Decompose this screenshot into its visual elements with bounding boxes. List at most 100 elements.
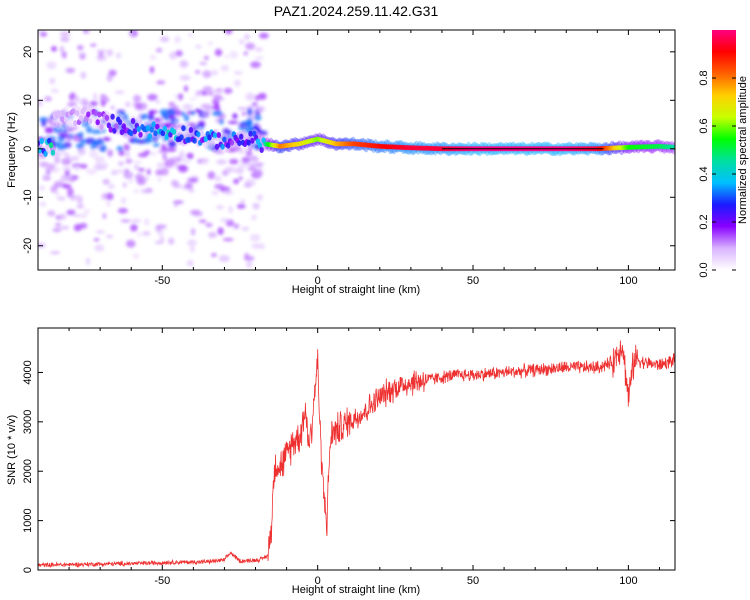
heatmap-cell — [52, 227, 62, 233]
heatmap-cell — [226, 129, 231, 136]
ridge-point — [73, 120, 78, 127]
heatmap-cell — [187, 239, 197, 246]
heatmap-cell — [237, 107, 248, 111]
heatmap-cell — [197, 158, 203, 164]
ridge-halo — [66, 115, 73, 127]
heatmap-cell — [254, 169, 263, 178]
heatmap-cell — [185, 160, 191, 164]
heatmap-cell — [260, 243, 265, 250]
heatmap-cell — [115, 169, 127, 174]
heatmap-cell — [77, 198, 83, 205]
spectrogram-x-tick-label: -50 — [154, 275, 170, 287]
snr-series — [38, 340, 675, 568]
heatmap-cell — [122, 182, 127, 188]
ridge-point — [207, 134, 212, 141]
heatmap-cell — [74, 95, 79, 102]
heatmap-cell — [165, 147, 177, 152]
ridge-halo — [51, 115, 58, 128]
heatmap-cell — [183, 85, 189, 92]
spectrogram-x-tick-label: 0 — [315, 275, 321, 287]
heatmap-cell — [239, 39, 245, 45]
heatmap-cell — [254, 56, 265, 60]
ridge-point — [222, 136, 227, 143]
heatmap-cell — [169, 51, 177, 60]
ridge-halo — [55, 118, 62, 131]
heatmap-cell — [95, 229, 105, 235]
heatmap-cell — [179, 75, 191, 81]
heatmap-cell — [81, 163, 88, 169]
ridge-point — [95, 119, 100, 126]
heatmap-cell — [190, 245, 195, 253]
ridge-point — [162, 125, 167, 132]
heatmap-cell — [78, 99, 86, 104]
heatmap-cell — [202, 70, 212, 78]
heatmap-cell — [81, 121, 90, 127]
heatmap-cell — [47, 118, 54, 124]
heatmap-cell — [147, 93, 158, 101]
spectrogram-y-ticks: -20 -10 0 10 20 — [22, 46, 675, 254]
ridge-point — [112, 127, 117, 134]
chart-title: PAZ1.2024.259.11.42.G31 — [274, 3, 439, 19]
ridge-point — [171, 128, 177, 135]
heatmap-cell — [239, 148, 245, 155]
ridge-point — [229, 139, 235, 146]
ridge-point — [237, 140, 242, 147]
heatmap-cell — [224, 55, 230, 58]
heatmap-cell — [246, 261, 253, 268]
heatmap-cell — [120, 197, 127, 205]
spectrogram-y-tick-label: 10 — [22, 94, 34, 106]
heatmap-cell — [47, 210, 56, 217]
snr-x-axis-label: Height of straight line (km) — [292, 584, 420, 596]
heatmap-cell — [154, 117, 162, 123]
heatmap-cell — [156, 80, 166, 85]
heatmap-cell — [55, 190, 60, 197]
heatmap-cell — [233, 71, 243, 75]
ridge-point — [196, 131, 201, 138]
heatmap-cell — [202, 86, 213, 93]
heatmap-cell — [100, 129, 107, 133]
heatmap-cell — [215, 88, 224, 93]
heatmap-cell — [120, 219, 131, 223]
ridge-point — [129, 130, 134, 137]
heatmap-cell — [56, 196, 66, 201]
heatmap-cell — [235, 167, 244, 175]
heatmap-cell — [149, 66, 155, 74]
heatmap-cell — [254, 115, 262, 121]
spectrogram-y-tick-label: 0 — [22, 146, 34, 152]
heatmap-cell — [39, 31, 48, 37]
snr-x-tick-label: -50 — [154, 575, 170, 587]
heatmap-cell — [46, 61, 57, 70]
heatmap-cell — [134, 103, 143, 111]
spectrogram-x-tick-label: 50 — [467, 275, 479, 287]
heatmap-cell — [194, 91, 202, 97]
heatmap-cell — [233, 79, 241, 87]
colorbar-tick-label: 0.8 — [698, 70, 710, 85]
heatmap-cell — [248, 163, 258, 168]
heatmap-cell — [49, 77, 56, 85]
heatmap-cell — [93, 238, 100, 242]
heatmap-cell — [140, 189, 152, 194]
heatmap-cell — [65, 67, 76, 74]
heatmap-cell — [247, 167, 258, 171]
ridge-point — [110, 113, 115, 120]
colorbar-tick-label: 0.0 — [698, 262, 710, 277]
heatmap-cell — [71, 194, 78, 201]
heatmap-cell — [38, 161, 50, 168]
heatmap-cell — [240, 199, 246, 205]
heatmap-cell — [107, 149, 113, 158]
heatmap-cell — [214, 48, 223, 57]
heatmap-cell — [202, 111, 210, 118]
snr-x-tick-label: 100 — [619, 575, 637, 587]
heatmap-cell — [210, 106, 220, 110]
heatmap-cell — [170, 179, 179, 187]
heatmap-cell — [208, 41, 213, 46]
heatmap-cell — [38, 99, 43, 107]
ridge-point — [149, 126, 154, 133]
ridge-point — [212, 132, 218, 139]
heatmap-cell — [240, 121, 251, 126]
heatmap-cell — [89, 100, 98, 107]
ridge-point — [160, 130, 166, 137]
ridge-point — [248, 130, 253, 137]
colorbar-tick-label: 0.2 — [698, 214, 710, 229]
heatmap-cell — [73, 156, 80, 160]
